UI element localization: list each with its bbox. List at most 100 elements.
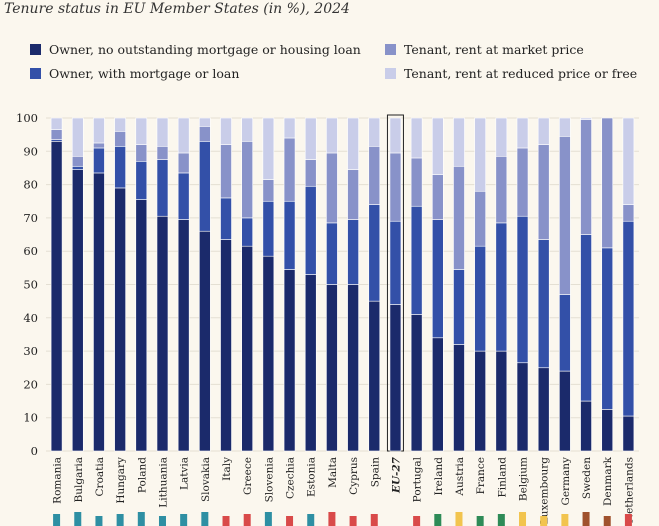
legend-item-owner-no-mortgage: Owner, no outstanding mortgage or housin… <box>30 42 361 57</box>
bar-segment <box>453 269 465 345</box>
y-tick-label: 100 <box>16 111 38 125</box>
country-marker <box>286 516 294 526</box>
bar-segment <box>368 204 381 302</box>
legend-swatch-tenant-reduced <box>385 68 396 79</box>
country-marker <box>476 516 484 526</box>
country-marker <box>95 516 103 526</box>
bar-segment <box>474 190 486 247</box>
bar-segment <box>516 117 529 149</box>
x-category-label: Finland <box>496 457 508 498</box>
bar-segment <box>262 255 275 452</box>
bar-segment <box>622 415 635 452</box>
bar-segment <box>326 222 338 285</box>
x-category-label: Greece <box>242 457 254 495</box>
bar-segment <box>537 117 550 145</box>
country-marker <box>349 516 357 526</box>
bar-segment <box>580 234 592 402</box>
country-marker <box>540 516 548 526</box>
country-marker <box>116 514 124 526</box>
bar-segment <box>410 314 423 452</box>
bar-segment <box>135 199 148 452</box>
x-category-label: Slovakia <box>200 457 212 502</box>
x-category-label: Belgium <box>518 457 530 501</box>
bar-segment <box>93 147 105 174</box>
bar-segment <box>304 159 317 187</box>
legend-item-tenant-market: Tenant, rent at market price <box>385 42 584 57</box>
y-tick-label: 90 <box>23 144 38 158</box>
x-category-label: Austria <box>454 457 466 497</box>
bar-segment <box>410 205 423 315</box>
bar-segment <box>304 274 317 452</box>
country-marker <box>74 512 82 526</box>
y-tick-label: 0 <box>31 444 38 458</box>
bar-segment <box>347 117 359 170</box>
x-category-label: Germany <box>560 457 572 506</box>
bar-segment <box>495 117 508 157</box>
bar-segment <box>50 117 63 130</box>
bar-segment <box>156 117 169 147</box>
country-marker <box>413 516 421 526</box>
bar-segment <box>622 220 635 417</box>
bar-segment <box>71 155 84 167</box>
bar-segment <box>495 155 508 224</box>
bar-segment <box>622 204 635 222</box>
bar-segment <box>283 137 296 202</box>
x-category-label: Bulgaria <box>73 457 85 502</box>
x-category-label: Romania <box>52 457 64 504</box>
bar-segment <box>389 117 402 154</box>
country-marker <box>53 514 61 526</box>
bar-segment <box>135 160 148 200</box>
bar-segment <box>389 152 402 222</box>
x-category-label: Spain <box>369 457 381 488</box>
bar-segment <box>177 219 190 452</box>
y-tick-label: 70 <box>23 211 38 225</box>
bar-segment <box>71 165 84 170</box>
bar-segment <box>199 141 211 232</box>
bar-segment <box>453 117 465 167</box>
x-category-label: Ireland <box>433 457 445 496</box>
country-marker <box>519 512 527 526</box>
bar-segment <box>453 344 465 452</box>
bar-segment <box>241 117 253 142</box>
bar-segment <box>135 144 148 162</box>
country-marker <box>137 512 145 526</box>
bar-segment <box>50 129 63 140</box>
bar-segment <box>601 409 614 452</box>
bar-segment <box>177 117 190 154</box>
x-category-label: Poland <box>136 457 148 493</box>
country-marker <box>201 512 209 526</box>
bar-segment <box>432 337 444 452</box>
legend-swatch-owner-no-mortgage <box>30 44 41 55</box>
bar-segment <box>93 172 105 452</box>
bar-segment <box>347 169 359 220</box>
bar-segment <box>220 239 232 452</box>
country-marker <box>497 514 505 526</box>
y-tick-label: 80 <box>23 178 38 192</box>
bar-segment <box>580 119 592 235</box>
bar-segment <box>580 400 592 452</box>
bar-segment <box>516 147 529 217</box>
bar-segment <box>432 219 444 339</box>
bar-segment <box>220 117 232 145</box>
bar-segment <box>474 245 486 352</box>
bar-segment <box>283 117 296 139</box>
x-category-label: Lithuania <box>157 457 169 508</box>
bar-segment <box>622 117 635 205</box>
bar-segment <box>347 219 359 285</box>
bar-segment <box>453 165 465 270</box>
x-category-label: Estonia <box>306 457 318 497</box>
bar-segment <box>389 220 402 305</box>
bar-segment <box>495 350 508 452</box>
bar-segment <box>326 117 338 154</box>
bar-segment <box>199 126 211 142</box>
bar-segment <box>156 146 169 160</box>
legend-label-owner-mortgage: Owner, with mortgage or loan <box>49 66 240 81</box>
bar-segment <box>580 117 592 120</box>
bar-segment <box>241 245 253 452</box>
x-category-label: Latvia <box>179 457 191 490</box>
legend-label-owner-no-mortgage: Owner, no outstanding mortgage or housin… <box>49 42 361 57</box>
country-marker <box>328 512 336 526</box>
country-marker <box>307 514 315 526</box>
bar-segment <box>50 141 63 452</box>
